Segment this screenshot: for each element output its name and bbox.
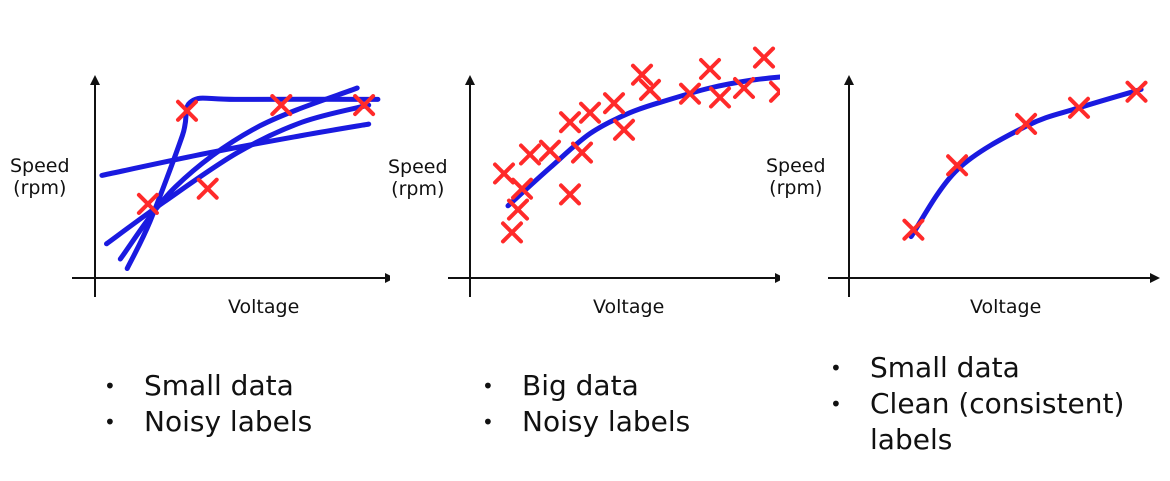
data-point-x-marker bbox=[753, 46, 775, 69]
y-axis-label-line2: (rpm) bbox=[769, 177, 823, 199]
y-axis-label-line2: (rpm) bbox=[13, 177, 67, 199]
data-point-x-marker bbox=[699, 58, 721, 80]
data-point-x-marker bbox=[679, 82, 701, 105]
x-axis-arrowhead bbox=[775, 273, 780, 283]
data-point-x-marker bbox=[501, 221, 523, 244]
data-point-x-marker bbox=[559, 183, 581, 206]
bullet-item: Noisy labels bbox=[482, 404, 690, 440]
chart-small-clean bbox=[828, 75, 1160, 297]
bullet-item: Small data bbox=[104, 368, 312, 404]
fit-curve bbox=[505, 74, 780, 209]
bullet-item: Big data bbox=[482, 368, 690, 404]
y-axis-label: Speed (rpm) bbox=[388, 156, 448, 200]
data-point-x-marker bbox=[1015, 112, 1038, 135]
y-axis-arrowhead bbox=[90, 75, 100, 85]
y-axis-label-line1: Speed bbox=[388, 156, 448, 178]
chart-big-noisy bbox=[448, 46, 780, 297]
panel-big-noisy: Speed (rpm) Voltage Big data Noisy label… bbox=[388, 0, 780, 481]
chart-small-noisy bbox=[72, 75, 390, 297]
bullet-list: Small data Clean (consistent) labels bbox=[830, 350, 1124, 458]
bullet-item: Clean (consistent) bbox=[830, 386, 1124, 422]
bullet-item: Noisy labels bbox=[104, 404, 312, 440]
fit-curve bbox=[908, 86, 1144, 240]
data-point-x-marker bbox=[539, 139, 561, 162]
x-axis-label: Voltage bbox=[228, 296, 300, 318]
data-point-x-marker bbox=[519, 143, 541, 166]
data-point-x-marker bbox=[559, 111, 581, 134]
bullet-list: Small data Noisy labels bbox=[104, 368, 312, 440]
data-point-x-marker bbox=[511, 177, 533, 200]
x-axis-label: Voltage bbox=[970, 296, 1042, 318]
bullet-item: labels bbox=[870, 423, 953, 456]
data-point-x-marker bbox=[579, 101, 601, 124]
x-axis-label: Voltage bbox=[593, 296, 665, 318]
data-point-x-marker bbox=[196, 177, 219, 200]
y-axis-label: Speed (rpm) bbox=[766, 155, 826, 199]
y-axis-arrowhead bbox=[465, 75, 475, 85]
data-point-x-marker bbox=[709, 86, 731, 109]
data-point-x-marker bbox=[639, 78, 661, 101]
bullet-item: Small data bbox=[830, 350, 1124, 386]
data-point-x-marker bbox=[507, 198, 529, 221]
data-point-x-marker bbox=[1125, 80, 1148, 103]
bullet-list: Big data Noisy labels bbox=[482, 368, 690, 440]
data-point-x-marker bbox=[1068, 96, 1090, 119]
y-axis-label-line2: (rpm) bbox=[391, 178, 445, 200]
data-point-x-marker bbox=[136, 192, 159, 215]
x-axis-arrowhead bbox=[385, 273, 390, 283]
y-axis-arrowhead bbox=[844, 75, 854, 85]
y-axis-label-line1: Speed bbox=[766, 155, 826, 177]
data-point-x-marker bbox=[270, 94, 293, 117]
fit-curve bbox=[124, 95, 381, 271]
data-point-x-marker bbox=[631, 63, 653, 86]
y-axis-label-line1: Speed bbox=[10, 155, 70, 177]
fit-curve bbox=[104, 102, 372, 247]
x-axis-arrowhead bbox=[1150, 273, 1160, 283]
data-point-x-marker bbox=[353, 94, 376, 117]
data-point-x-marker bbox=[176, 99, 198, 122]
panel-small-clean: Speed (rpm) Voltage Small data Clean (co… bbox=[766, 0, 1170, 481]
y-axis-label: Speed (rpm) bbox=[10, 155, 70, 199]
data-point-x-marker bbox=[733, 77, 755, 99]
data-point-x-marker bbox=[902, 218, 925, 241]
fit-curve bbox=[99, 121, 372, 178]
data-point-x-marker bbox=[769, 80, 780, 103]
data-point-x-marker bbox=[493, 162, 515, 185]
data-point-x-marker bbox=[571, 141, 593, 164]
data-point-x-marker bbox=[946, 154, 969, 177]
fit-curve bbox=[117, 85, 360, 262]
data-point-x-marker bbox=[613, 118, 635, 141]
panel-small-noisy: Speed (rpm) Voltage Small data Noisy lab… bbox=[0, 0, 390, 481]
data-point-x-marker bbox=[603, 92, 625, 115]
